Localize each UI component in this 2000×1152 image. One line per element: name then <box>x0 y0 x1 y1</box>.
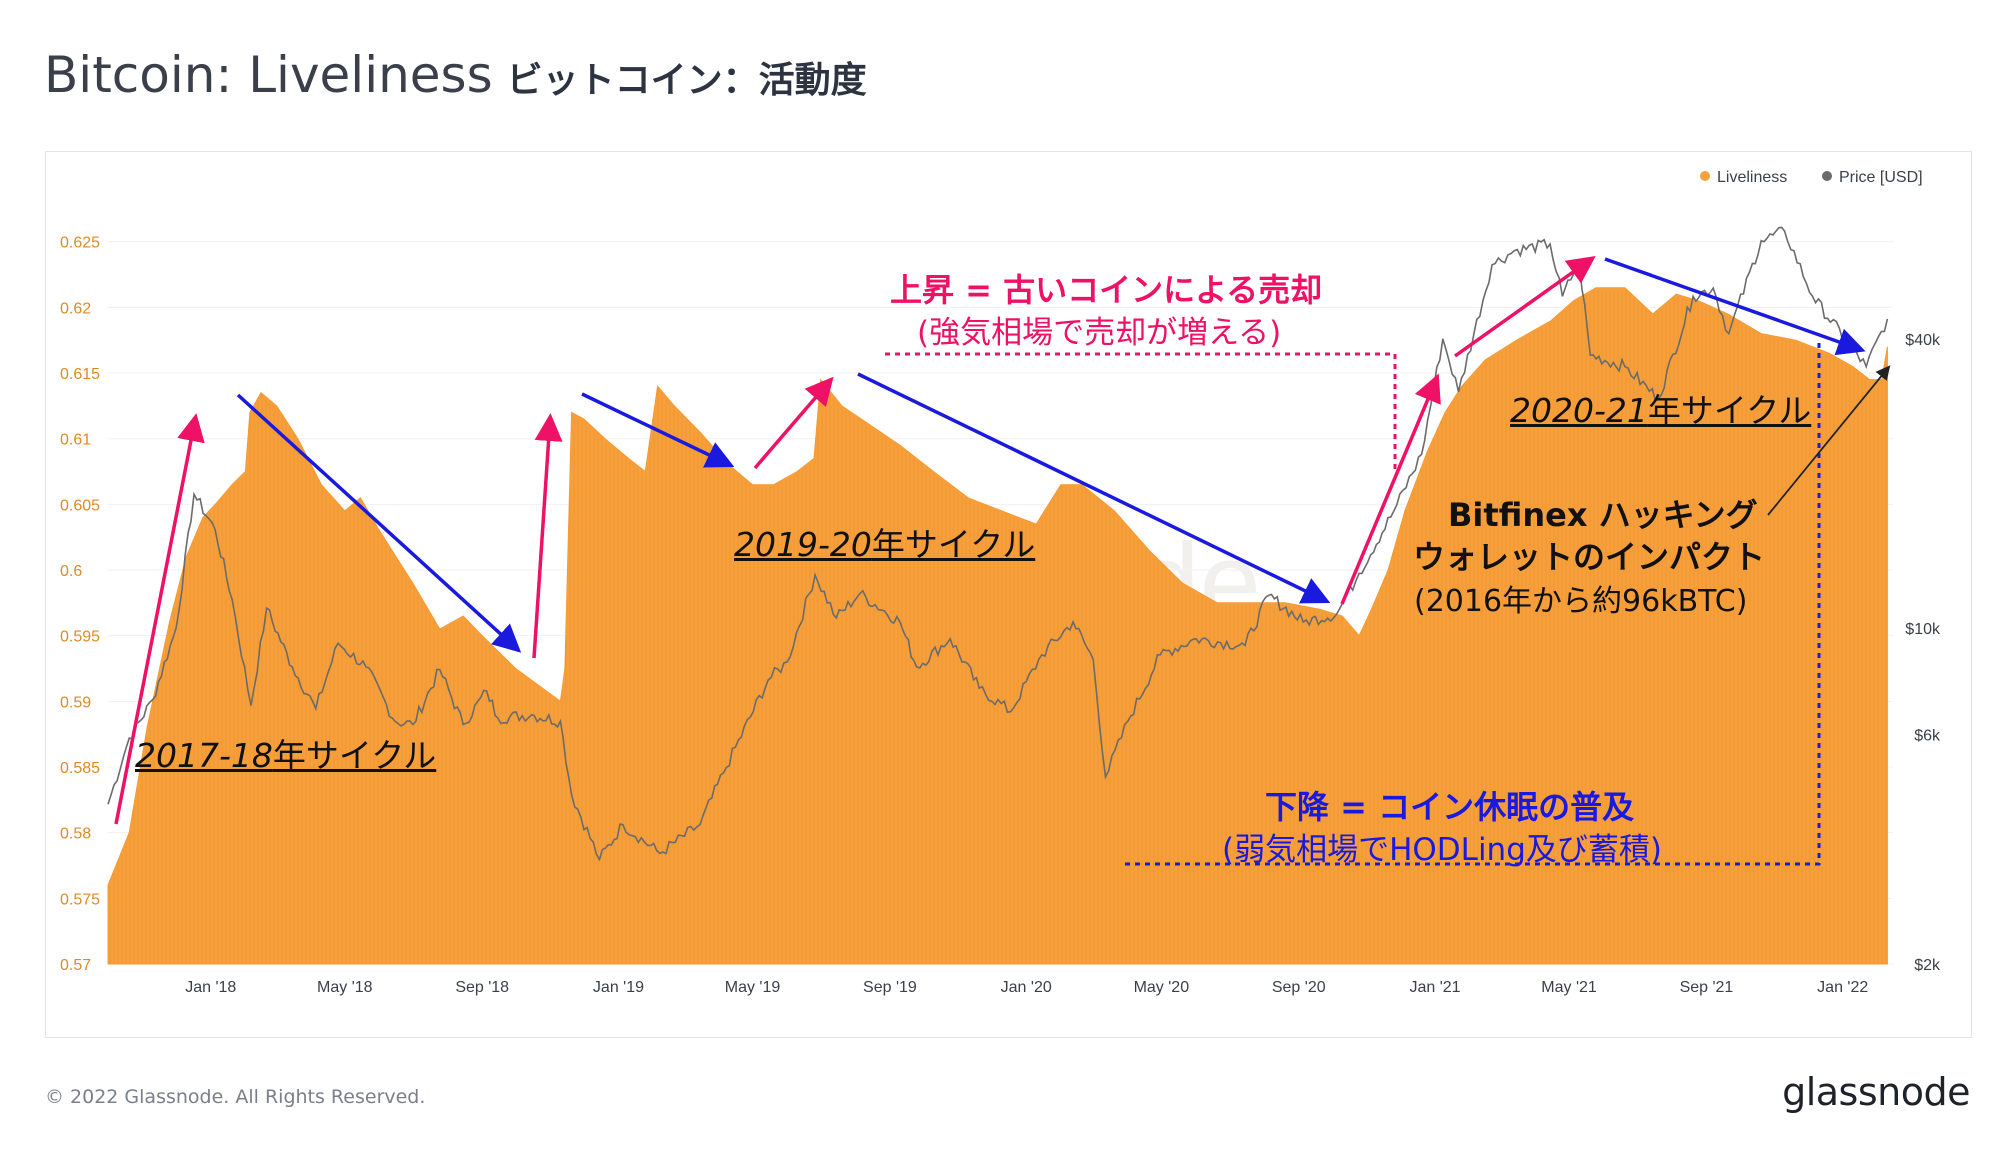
y-left-tick-label: 0.61 <box>60 432 91 449</box>
bitfinex-annotation-line3: (2016年から約96kBTC) <box>1414 584 1748 619</box>
cycle-suffix: 年サイクル <box>871 525 1036 564</box>
blue-arrow <box>857 372 1331 604</box>
x-tick-label: Jan '18 <box>185 979 236 996</box>
blue-arrow <box>581 392 735 468</box>
y-left-tick-label: 0.62 <box>60 300 91 317</box>
x-tick-label: Sep '20 <box>1272 979 1326 996</box>
legend-price-label: Price [USD] <box>1839 169 1923 186</box>
x-tick-label: May '21 <box>1541 979 1597 996</box>
cycle-years-2019-20: 2019-20 <box>734 525 872 564</box>
blue-trend-arrows <box>236 257 1866 653</box>
fall-guide-line <box>1125 342 1821 866</box>
pink-arrow <box>1340 373 1441 605</box>
title-en: Bitcoin: Liveliness <box>44 46 493 104</box>
x-tick-label: May '19 <box>725 979 781 996</box>
blue-arrow <box>236 393 522 653</box>
y-left-tick-label: 0.59 <box>60 694 91 711</box>
x-axis: Jan '18 May '18 Sep '18 Jan '19 May '19 Sep '… <box>185 979 1868 996</box>
y-right-tick-label: $10k <box>1905 621 1941 638</box>
liveliness-bars <box>109 289 1887 964</box>
legend-liveliness-label: Liveliness <box>1717 169 1787 186</box>
y-left-tick-label: 0.605 <box>60 497 100 514</box>
y-left-tick-label: 0.595 <box>60 629 100 646</box>
liveliness-area <box>107 287 1888 965</box>
x-tick-label: Jan '20 <box>1001 979 1052 996</box>
bitfinex-annotation-line1: Bitfinex ハッキング <box>1448 496 1758 534</box>
cycle-label-2020-21: 2020-21年サイクル <box>1510 384 1811 432</box>
y-right-tick-label: $40k <box>1905 332 1941 349</box>
price-line <box>107 226 1889 862</box>
y-left-tick-label: 0.58 <box>60 826 91 843</box>
legend-price-swatch <box>1822 171 1832 181</box>
fall-annotation-title: 下降 = コイン休眠の普及 <box>1265 788 1635 826</box>
pink-arrow <box>753 376 834 470</box>
x-tick-label: Sep '18 <box>455 979 509 996</box>
y-left-tick-label: 0.625 <box>60 235 100 252</box>
x-tick-label: Sep '21 <box>1680 979 1734 996</box>
cycle-years-2020-21: 2020-21 <box>1510 391 1648 430</box>
legend-liveliness-swatch <box>1700 171 1710 181</box>
cycle-suffix: 年サイクル <box>272 736 437 775</box>
x-tick-label: May '18 <box>317 979 373 996</box>
fall-annotation-subtitle: (弱気相場でHODLing及び蓄積) <box>1222 832 1662 868</box>
y-right-tick-label: $2k <box>1914 957 1941 974</box>
y-left-tick-label: 0.6 <box>60 563 82 580</box>
blue-arrow <box>1604 257 1866 356</box>
x-tick-label: Jan '19 <box>593 979 644 996</box>
y-left-tick-label: 0.57 <box>60 957 91 974</box>
pink-arrow <box>1453 255 1596 358</box>
cycle-label-2017-18: 2017-18年サイクル <box>135 729 436 777</box>
y-left-tick-label: 0.585 <box>60 760 100 777</box>
pink-trend-arrows <box>114 255 1596 825</box>
x-tick-label: Jan '21 <box>1409 979 1460 996</box>
pink-arrow <box>114 413 205 825</box>
x-tick-label: Sep '19 <box>863 979 917 996</box>
cycle-label-2019-20: 2019-20年サイクル <box>734 518 1035 566</box>
copyright: © 2022 Glassnode. All Rights Reserved. <box>45 1086 426 1108</box>
x-tick-label: Jan '22 <box>1817 979 1868 996</box>
y-axis-left: 0.57 0.575 0.58 0.585 0.59 0.595 0.6 0.605 0.61 0… <box>60 235 100 974</box>
annotation-guides <box>885 342 1821 866</box>
title-jp: ビットコイン：活動度 <box>506 60 867 101</box>
bitfinex-annotation-line2: ウォレットのインパクト <box>1413 538 1766 576</box>
y-left-tick-label: 0.615 <box>60 366 100 383</box>
rise-annotation-subtitle: (強気相場で売却が増える) <box>917 315 1282 351</box>
y-right-tick-label: $6k <box>1914 728 1941 745</box>
pink-arrow <box>532 413 563 659</box>
cycle-years-2017-18: 2017-18 <box>135 736 273 775</box>
rise-guide-line <box>885 352 1397 470</box>
rise-annotation-title: 上昇 = 古いコインによる売却 <box>890 271 1323 309</box>
y-axis-right: $2k $6k $10k $40k <box>1905 332 1941 974</box>
y-left-tick-label: 0.575 <box>60 891 100 908</box>
page-title: Bitcoin: Liveliness ビットコイン：活動度 <box>44 46 867 104</box>
brand-logo: glassnode <box>1782 1070 1970 1114</box>
legend: Liveliness Price [USD] <box>1700 169 1923 186</box>
bitfinex-arrow <box>1767 365 1891 516</box>
x-tick-label: May '20 <box>1134 979 1190 996</box>
cycle-suffix: 年サイクル <box>1647 391 1812 430</box>
